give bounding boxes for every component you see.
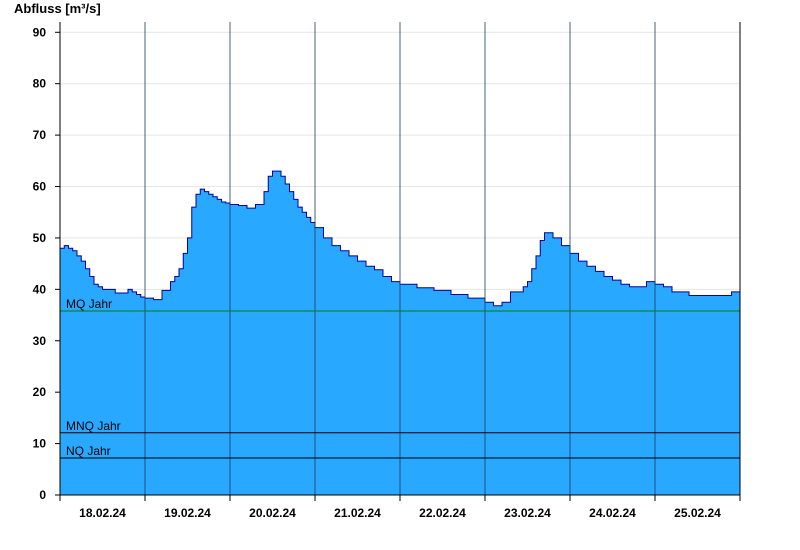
y-tick-label: 30 — [33, 334, 47, 348]
x-tick-label: 25.02.24 — [674, 506, 721, 520]
x-tick-label: 21.02.24 — [334, 506, 381, 520]
y-tick-label: 10 — [33, 437, 47, 451]
reference-label: MQ Jahr — [66, 297, 112, 311]
x-tick-label: 23.02.24 — [504, 506, 551, 520]
y-tick-label: 50 — [33, 231, 47, 245]
y-tick-label: 40 — [33, 282, 47, 296]
x-tick-label: 19.02.24 — [164, 506, 211, 520]
discharge-line — [60, 170, 740, 307]
y-tick-label: 20 — [33, 385, 47, 399]
x-tick-label: 24.02.24 — [589, 506, 636, 520]
reference-label: MNQ Jahr — [66, 419, 121, 433]
y-axis-label: Abfluss [m³/s] — [14, 1, 101, 16]
x-tick-label: 20.02.24 — [249, 506, 296, 520]
y-tick-label: 90 — [33, 25, 47, 39]
y-tick-label: 0 — [39, 488, 46, 502]
y-tick-label: 80 — [33, 77, 47, 91]
y-tick-label: 70 — [33, 128, 47, 142]
x-tick-label: 18.02.24 — [79, 506, 126, 520]
x-tick-label: 22.02.24 — [419, 506, 466, 520]
reference-label: NQ Jahr — [66, 444, 111, 458]
y-tick-label: 60 — [33, 180, 47, 194]
